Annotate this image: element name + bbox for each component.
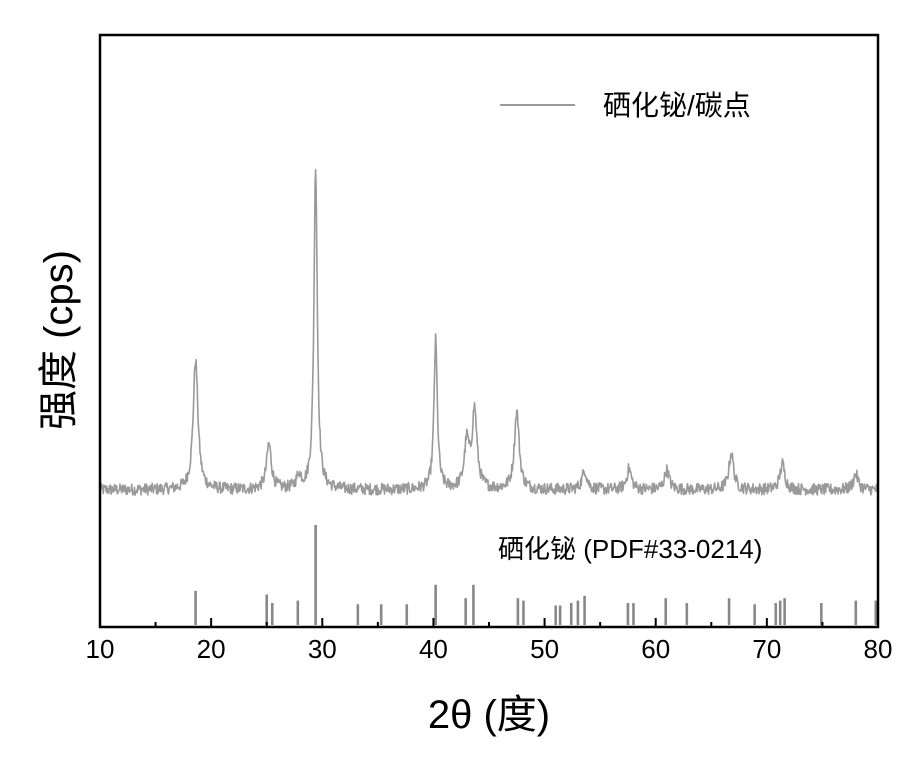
x-tick-label: 10 [86,634,115,664]
y-axis-title: 强度 (cps) [37,250,81,430]
x-tick-label: 70 [752,634,781,664]
x-tick-label: 30 [308,634,337,664]
x-axis-ticks [100,618,878,627]
x-tick-label: 50 [530,634,559,664]
x-tick-label: 60 [641,634,670,664]
x-axis-tick-labels: 10 20 30 40 50 60 70 80 [86,634,893,664]
legend-label: 硒化铋/碳点 [603,90,751,121]
x-axis-title: 2θ (度) [428,693,550,737]
series-line-bi2se3-carbon-dots [100,170,878,495]
data-series [100,170,878,495]
x-tick-label: 20 [197,634,226,664]
x-tick-label: 40 [419,634,448,664]
reference-label: 硒化铋 (PDF#33-0214) [498,534,762,564]
x-tick-label: 80 [864,634,893,664]
legend: 硒化铋/碳点 [500,90,751,121]
